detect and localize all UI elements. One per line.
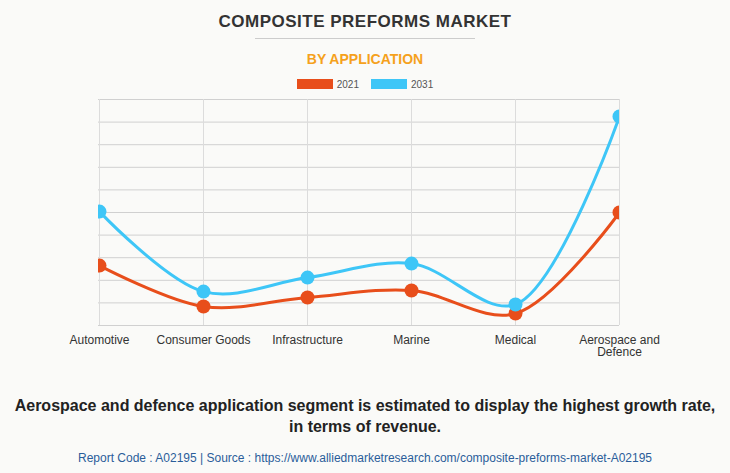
svg-text:Medical: Medical <box>495 333 536 347</box>
html-text:COMPOSITE PREFORMS MARKET: COMPOSITE PREFORMS MARKET <box>218 12 512 31</box>
html-text:Report Code : A02195 | Source: Report Code : A02195 | Source : https://… <box>78 451 652 465</box>
html-text:BY APPLICATION: BY APPLICATION <box>306 51 424 67</box>
svg-text:Automotive: Automotive <box>69 333 129 347</box>
svg-text:Aerospace andDefence: Aerospace andDefence <box>579 333 660 359</box>
svg-text:Infrastructure: Infrastructure <box>272 333 343 347</box>
html-text:Aerospace and defence applicat: Aerospace and defence application segmen… <box>14 397 716 435</box>
html-text:2021: 2021 <box>336 78 359 90</box>
html-text:2031: 2031 <box>411 78 434 90</box>
svg-text:Consumer Goods: Consumer Goods <box>156 333 250 347</box>
svg-text:Marine: Marine <box>393 333 430 347</box>
